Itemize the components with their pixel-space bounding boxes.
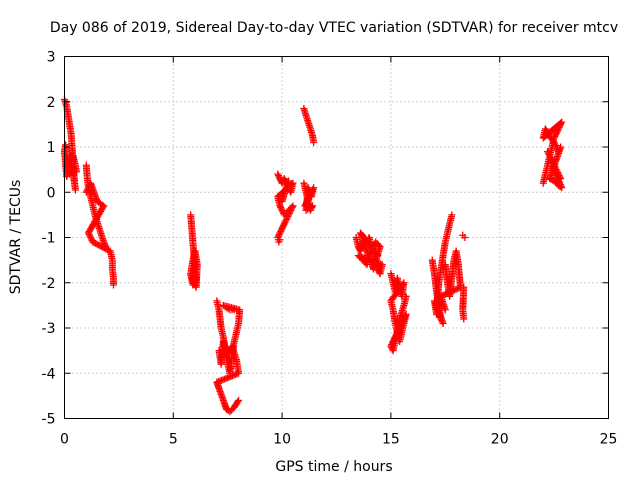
y-tick-label: 0: [47, 185, 56, 201]
data-cluster: [387, 270, 410, 355]
y-tick-label: 1: [47, 140, 56, 156]
x-tick-label: 25: [600, 432, 618, 448]
y-tick-label: 3: [47, 50, 56, 66]
data-cluster: [539, 118, 566, 192]
data-cluster: [187, 211, 201, 291]
data-point-markers: [539, 118, 566, 192]
y-tick-label: -2: [42, 276, 56, 292]
x-tick-label: 0: [60, 432, 69, 448]
y-axis-label: SDTVAR / TECUs: [8, 180, 24, 295]
x-tick-label: 10: [273, 432, 291, 448]
grid-lines: [64, 56, 609, 419]
data-point-markers: [61, 95, 80, 194]
data-point-markers: [428, 211, 469, 327]
y-tick-label: -4: [42, 366, 56, 382]
data-cluster: [213, 297, 244, 416]
data-point-markers: [213, 297, 244, 416]
y-tick-labels: -5 -4 -3 -2 -1 0 1 2 3: [42, 50, 56, 428]
data-cluster: [428, 211, 469, 327]
data-point-markers: [352, 229, 386, 278]
x-tick-label: 15: [382, 432, 400, 448]
data-point-markers: [274, 170, 297, 246]
x-axis-label: GPS time / hours: [275, 459, 392, 475]
axis-ticks: [64, 56, 609, 419]
x-tick-label: 5: [169, 432, 178, 448]
data-cluster: [82, 161, 117, 289]
chart-title: Day 086 of 2019, Sidereal Day-to-day VTE…: [50, 20, 618, 36]
data-point-markers: [387, 270, 410, 355]
y-tick-label: 2: [47, 95, 56, 111]
data-point-markers: [82, 161, 117, 289]
x-tick-label: 20: [491, 432, 509, 448]
data-cluster: [352, 229, 386, 278]
data-cluster: [300, 105, 318, 214]
data-cluster: [274, 170, 297, 246]
data-points: [61, 95, 566, 416]
x-tick-labels: 0 5 10 15 20 25: [60, 432, 617, 448]
y-tick-label: -1: [42, 231, 56, 247]
y-tick-label: -5: [42, 412, 56, 428]
data-point-markers: [187, 211, 201, 291]
y-tick-label: -3: [42, 321, 56, 337]
data-cluster: [61, 95, 80, 194]
data-point-markers: [300, 105, 318, 214]
